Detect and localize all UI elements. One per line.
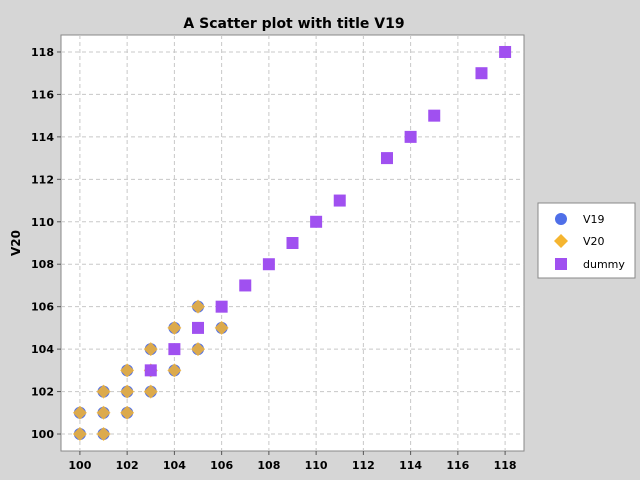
legend-label-v19: V19: [583, 213, 605, 226]
x-tick-label: 116: [446, 459, 469, 472]
point-dummy: [310, 215, 323, 228]
point-v20: [120, 363, 135, 378]
y-tick-label: 118: [31, 46, 54, 59]
point-v20: [96, 384, 111, 399]
point-dummy: [239, 279, 252, 292]
y-tick-label: 116: [31, 88, 54, 101]
point-v20: [96, 405, 111, 420]
x-tick-label: 118: [494, 459, 517, 472]
point-v20: [96, 427, 111, 442]
point-dummy: [286, 237, 299, 249]
point-v20: [167, 363, 182, 378]
point-v20: [214, 320, 229, 335]
legend-label-v20: V20: [583, 235, 605, 248]
legend-label-dummy: dummy: [583, 258, 625, 271]
point-dummy: [428, 109, 441, 122]
point-v20: [143, 342, 158, 357]
x-tick-label: 110: [305, 459, 328, 472]
point-dummy: [333, 194, 346, 207]
point-dummy: [404, 130, 417, 143]
y-tick-label: 102: [31, 386, 54, 399]
x-tick-label: 102: [116, 459, 139, 472]
y-axis-label: V20: [9, 230, 23, 256]
point-dummy: [380, 152, 393, 165]
point-dummy: [144, 364, 157, 377]
y-tick-label: 100: [31, 428, 54, 441]
x-tick-label: 100: [68, 459, 91, 472]
point-dummy: [215, 300, 228, 313]
y-tick-label: 112: [31, 173, 54, 186]
y-tick-label: 114: [31, 131, 54, 144]
legend-marker-dummy: [555, 258, 567, 270]
point-v20: [72, 405, 87, 420]
x-tick-label: 106: [210, 459, 233, 472]
point-dummy: [192, 321, 205, 334]
x-tick-label: 112: [352, 459, 375, 472]
y-tick-label: 106: [31, 301, 54, 314]
point-v20: [120, 405, 135, 420]
y-tick-label: 110: [31, 216, 54, 229]
x-tick-label: 104: [163, 459, 186, 472]
grid: [61, 35, 524, 451]
legend: V19 V20 dummy: [537, 202, 636, 279]
legend-marker-v19: [555, 213, 567, 225]
point-v20: [120, 384, 135, 399]
x-tick-label: 108: [257, 459, 280, 472]
point-dummy: [475, 67, 488, 80]
x-tick-label: 114: [399, 459, 422, 472]
data-points: [72, 45, 512, 442]
chart-title: A Scatter plot with title V19: [183, 16, 404, 32]
y-tick-label: 104: [31, 343, 54, 356]
point-v20: [72, 427, 87, 442]
point-dummy: [168, 343, 181, 356]
point-dummy: [499, 45, 512, 58]
axes: 100 102 104 106 108 110 112 114 116 118 100 102 104 1…: [31, 46, 517, 472]
legend-marker-v20: [554, 234, 568, 248]
point-v20: [143, 384, 158, 399]
point-v20: [167, 320, 182, 335]
point-dummy: [262, 258, 275, 271]
legend-box: [537, 202, 636, 279]
y-tick-label: 108: [31, 258, 54, 271]
point-v20: [191, 299, 206, 314]
point-v20: [191, 342, 206, 357]
